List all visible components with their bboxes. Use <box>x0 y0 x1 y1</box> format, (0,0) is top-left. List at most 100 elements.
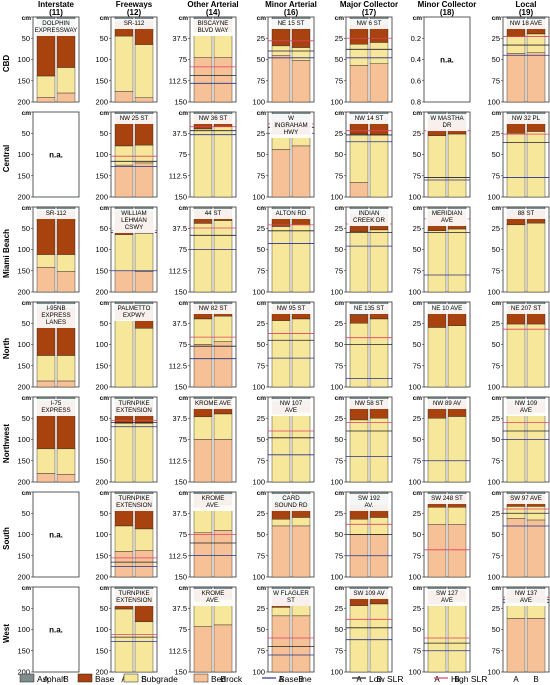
y-tick-label: 100 <box>252 288 265 297</box>
y-tick-label: 100 <box>17 245 30 254</box>
column-headers: Interstate(11) Freeways(12) Other Arterial… <box>38 0 536 17</box>
road-label-box <box>113 304 155 321</box>
road-label: NE 207 ST <box>511 305 541 312</box>
road-label-box <box>113 494 155 511</box>
road-label: EXTENSION <box>116 597 152 604</box>
y-tick-label: 50 <box>492 625 500 634</box>
y-tick-label: 100 <box>330 193 343 202</box>
y-tick-label: 50 <box>492 530 500 539</box>
panel: cm 25 50 75 100 SW 248 ST <box>408 490 471 582</box>
column-header-count: (14) <box>206 8 221 17</box>
y-tick-label: 25 <box>413 509 421 518</box>
y-tick-label: 100 <box>330 383 343 392</box>
axis-unit-label: cm <box>179 300 189 307</box>
bar-layer-bedrock <box>193 439 213 483</box>
road-label: KROME AVE <box>195 400 231 407</box>
y-tick-label: 50 <box>22 509 30 518</box>
road-label-box <box>348 114 390 124</box>
bar-layer-bedrock <box>134 550 154 578</box>
bar-layer-subgrade <box>271 413 291 483</box>
axis-unit-label: cm <box>22 110 32 117</box>
y-tick-label: 25 <box>492 414 500 423</box>
road-label: INGRAHAM <box>274 122 307 129</box>
y-tick-label: 100 <box>252 573 265 582</box>
bar-layer-subgrade <box>349 605 369 673</box>
bar-layer-subgrade <box>36 355 56 382</box>
axis-unit-label: cm <box>179 205 189 212</box>
bar-layer-subgrade <box>134 528 154 551</box>
y-tick-label: 150 <box>174 98 187 107</box>
y-tick-label: 112.5 <box>169 456 187 465</box>
road-label: NE 10 AVE <box>432 305 463 312</box>
row-label: CBD <box>2 55 11 73</box>
x-category-label: B <box>533 675 538 684</box>
road-label: DR <box>443 122 452 129</box>
bar-layer-bedrock <box>114 91 134 103</box>
road-label: TURNPIKE <box>118 400 149 407</box>
y-tick-label: 25 <box>257 604 265 613</box>
axis-unit-label: cm <box>492 490 502 497</box>
panel: cm 50 100 150 200 n.a. <box>17 585 80 677</box>
y-tick-label: 75 <box>335 551 343 560</box>
y-tick-label: 200 <box>95 383 108 392</box>
y-tick-label: 100 <box>408 193 421 202</box>
y-tick-label: 150 <box>174 193 187 202</box>
axis-unit-label: cm <box>257 110 267 117</box>
y-tick-label: 37.5 <box>172 129 187 138</box>
panel: cm 25 50 75 100 SW 97 AVE <box>487 490 550 582</box>
y-tick-label: 100 <box>408 668 421 677</box>
road-label: 88 ST <box>518 210 535 217</box>
panel: cm 37.5 75 112.5 150 NW 82 ST <box>169 300 237 392</box>
bar-layer-subgrade <box>193 318 213 345</box>
y-tick-label: 150 <box>17 646 30 655</box>
y-tick-label: 0.6 <box>411 76 421 85</box>
y-tick-label: 37.5 <box>172 319 187 328</box>
y-tick-label: 50 <box>335 625 343 634</box>
road-label: SW 109 AV <box>353 590 385 597</box>
y-tick-label: 200 <box>17 193 30 202</box>
y-tick-label: 75 <box>257 456 265 465</box>
road-label-box <box>35 399 77 416</box>
panel-grid: cm50100150200DOLPHINEXPRESSWAYcm50100150… <box>17 15 550 684</box>
y-tick-label: 150 <box>95 646 108 655</box>
panel: cm 25 50 75 100 NW 14 ST <box>330 110 393 202</box>
bar-layer-subgrade <box>114 525 134 552</box>
row-label: South <box>2 527 11 550</box>
y-tick-label: 100 <box>330 98 343 107</box>
y-tick-label: 200 <box>95 98 108 107</box>
y-tick-label: 200 <box>95 193 108 202</box>
road-label: MERIDIAN <box>432 210 462 217</box>
x-category-label: A <box>434 675 440 684</box>
bar-layer-subgrade <box>506 323 526 388</box>
y-tick-label: 25 <box>257 509 265 518</box>
bar-layer-bedrock <box>56 92 76 103</box>
y-tick-label: 75 <box>492 171 500 180</box>
y-tick-label: 200 <box>95 288 108 297</box>
road-label: TURNPIKE <box>118 495 149 502</box>
y-tick-label: 150 <box>95 361 108 370</box>
y-tick-label: 75 <box>257 266 265 275</box>
bar-layer-subgrade <box>134 423 154 483</box>
y-tick-label: 25 <box>257 319 265 328</box>
road-label: WILLIAM <box>121 210 146 217</box>
column-header-name: Minor Arterial <box>265 0 317 9</box>
axis-unit-label: cm <box>22 15 32 22</box>
axis-unit-label: cm <box>413 490 423 497</box>
road-label: CREEK DR <box>353 217 386 224</box>
y-tick-label: 100 <box>487 478 500 487</box>
bar-layer-bedrock <box>213 57 233 103</box>
road-label-box <box>270 304 312 314</box>
road-label-box <box>426 494 468 504</box>
axis-unit-label: cm <box>492 585 502 592</box>
bar-layer-subgrade <box>213 315 233 342</box>
axis-unit-label: cm <box>22 585 32 592</box>
not-available-label: n.a. <box>49 531 63 540</box>
bar-layer-subgrade <box>447 416 467 483</box>
column-header-name: Minor Collector <box>418 0 477 9</box>
road-label: NW 82 ST <box>199 305 228 312</box>
axis-unit-label: cm <box>413 395 423 402</box>
